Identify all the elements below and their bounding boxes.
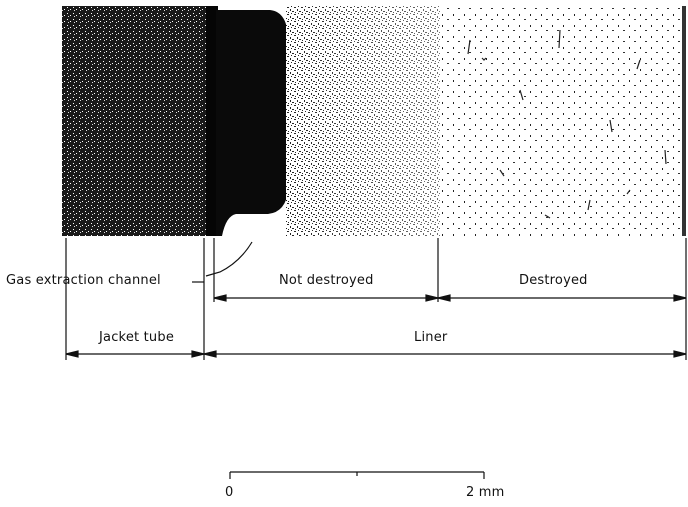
channel-wall [206,6,218,236]
dimension-lines [65,238,687,479]
destroyed-region [440,6,686,236]
jacket-tube-region [62,6,208,236]
dark-block [216,10,288,236]
gas-extraction-channel-label: Gas extraction channel [6,273,161,288]
micrograph [62,6,686,236]
jacket-tube-label: Jacket tube [99,330,175,345]
scale-bar-start-label: 0 [225,485,234,500]
liner-label: Liner [414,330,448,345]
scale-bar [229,471,485,479]
gas-channel-leader [205,241,253,277]
destroyed-label: Destroyed [519,273,588,288]
not-destroyed-label: Not destroyed [279,273,374,288]
scale-bar-end-label: 2 mm [466,485,505,500]
